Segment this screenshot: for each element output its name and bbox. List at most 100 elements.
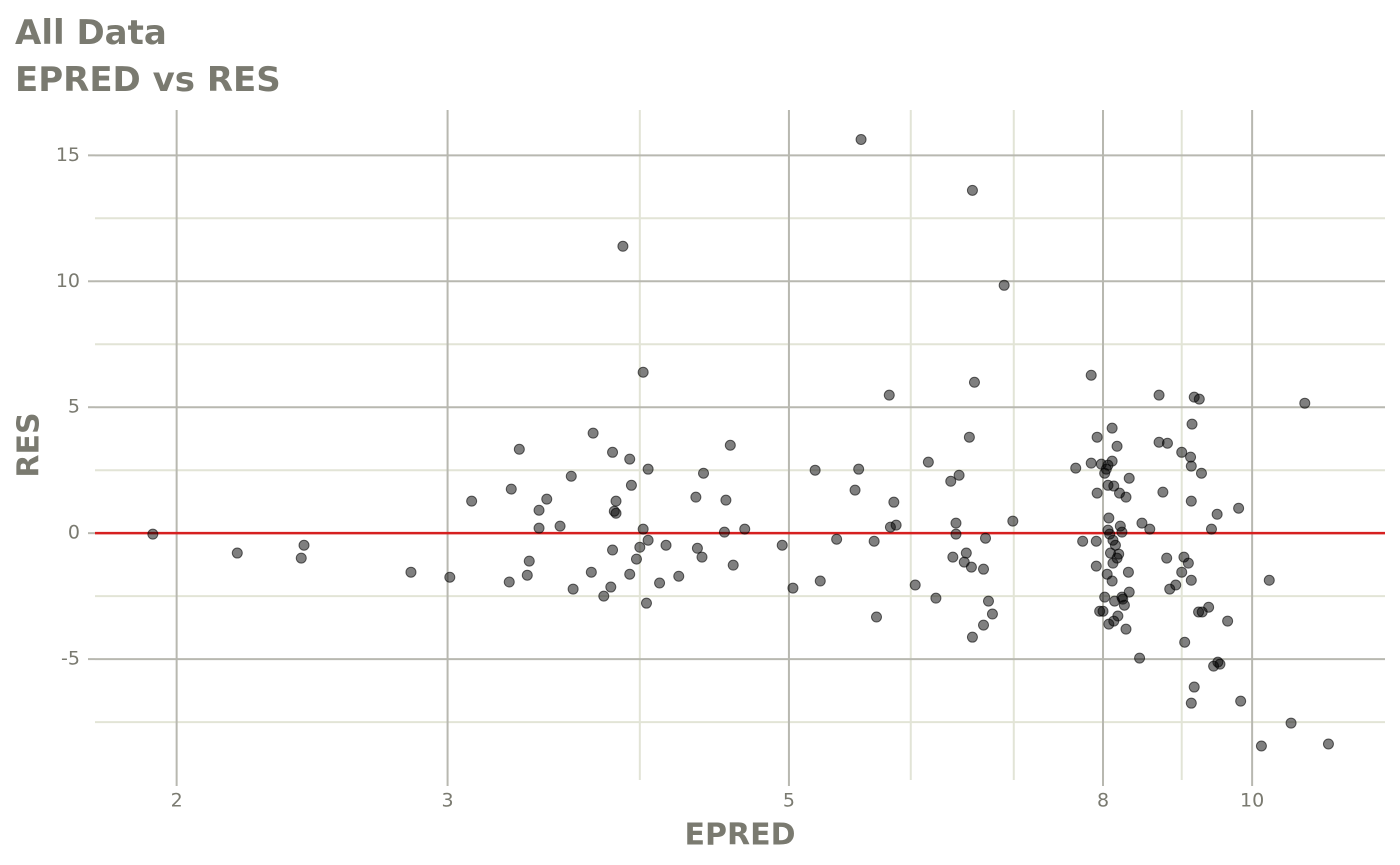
point <box>554 520 566 532</box>
x-tick-label: 3 <box>442 790 454 812</box>
point <box>1085 369 1097 381</box>
point <box>1285 717 1297 729</box>
point <box>585 566 597 578</box>
point <box>521 569 533 581</box>
y-tick-label: 15 <box>56 144 80 166</box>
point <box>809 464 821 476</box>
point <box>1077 535 1089 547</box>
point <box>965 561 977 573</box>
point <box>617 240 629 252</box>
point <box>466 495 478 507</box>
point <box>950 517 962 529</box>
x-axis-label: EPRED <box>685 818 796 853</box>
point <box>1157 486 1169 498</box>
point <box>1176 566 1188 578</box>
point <box>1185 460 1197 472</box>
point <box>1106 575 1118 587</box>
point <box>966 184 978 196</box>
point <box>1134 652 1146 664</box>
point <box>960 547 972 559</box>
point <box>945 475 957 487</box>
point <box>986 608 998 620</box>
point <box>1185 451 1197 463</box>
point <box>883 389 895 401</box>
point <box>1211 508 1223 520</box>
point <box>909 579 921 591</box>
point <box>1255 740 1267 752</box>
point <box>727 559 739 571</box>
point <box>541 493 553 505</box>
x-tick-label: 2 <box>171 790 183 812</box>
point <box>718 526 730 538</box>
point <box>739 523 751 535</box>
chart-subtitle: EPRED vs RES <box>15 60 281 100</box>
x-tick-label: 10 <box>1240 790 1264 812</box>
point <box>1185 697 1197 709</box>
point <box>605 581 617 593</box>
point <box>890 519 902 531</box>
point <box>1263 574 1275 586</box>
y-tick-label: 5 <box>68 396 80 418</box>
point <box>922 456 934 468</box>
point <box>1299 397 1311 409</box>
point <box>870 611 882 623</box>
point <box>1112 610 1124 622</box>
point <box>720 494 732 506</box>
point <box>624 568 636 580</box>
y-axis-label: RES <box>12 412 47 477</box>
point <box>565 470 577 482</box>
point <box>1185 495 1197 507</box>
point <box>637 366 649 378</box>
point <box>533 522 545 534</box>
point <box>1203 601 1215 613</box>
point <box>654 577 666 589</box>
point <box>642 463 654 475</box>
point <box>587 427 599 439</box>
point <box>947 551 959 563</box>
point <box>978 619 990 631</box>
point <box>849 484 861 496</box>
point <box>1222 615 1234 627</box>
point <box>660 539 672 551</box>
point <box>1161 552 1173 564</box>
point <box>1170 579 1182 591</box>
point <box>642 534 654 546</box>
point <box>1193 393 1205 405</box>
point <box>853 463 865 475</box>
chart-title: All Data <box>15 13 167 53</box>
point <box>444 571 456 583</box>
point <box>814 575 826 587</box>
point <box>1205 523 1217 535</box>
point <box>1090 560 1102 572</box>
point <box>776 539 788 551</box>
point <box>598 590 610 602</box>
point <box>787 582 799 594</box>
point <box>625 479 637 491</box>
point <box>1122 566 1134 578</box>
point <box>1099 591 1111 603</box>
point <box>637 523 649 535</box>
x-tick-label: 5 <box>783 790 795 812</box>
point <box>1116 526 1128 538</box>
point <box>953 469 965 481</box>
point <box>505 483 517 495</box>
point <box>980 532 992 544</box>
point <box>724 439 736 451</box>
point <box>868 535 880 547</box>
point <box>231 547 243 559</box>
point <box>1085 457 1097 469</box>
point <box>1214 658 1226 670</box>
point <box>607 446 619 458</box>
point <box>1322 738 1334 750</box>
point <box>888 496 900 508</box>
point <box>1153 389 1165 401</box>
point <box>1103 512 1115 524</box>
point <box>1120 491 1132 503</box>
point <box>690 491 702 503</box>
point <box>630 553 642 565</box>
point <box>950 528 962 540</box>
point <box>963 431 975 443</box>
point <box>1097 605 1109 617</box>
point <box>1091 487 1103 499</box>
